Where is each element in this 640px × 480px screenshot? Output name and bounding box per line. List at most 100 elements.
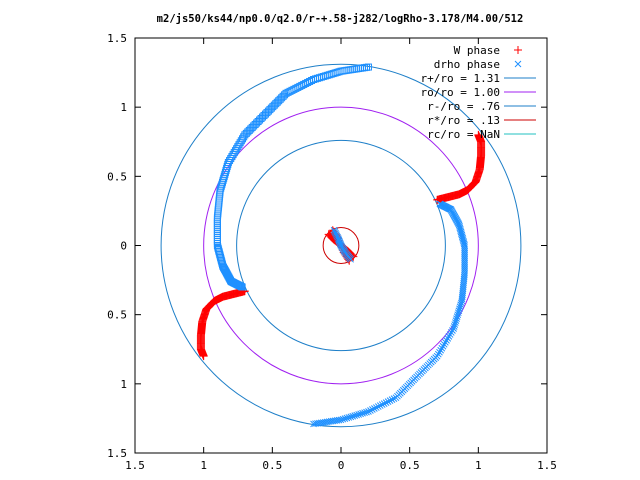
drho-phase-point: [451, 321, 459, 328]
drho-phase-point: [214, 212, 222, 220]
drho-phase-point: [215, 198, 223, 206]
y-tick-label: 0.5: [107, 170, 127, 183]
chart-title: m2/js50/ks44/np0.0/q2.0/r-+.58-j282/logR…: [157, 13, 524, 25]
drho-phase-point: [233, 145, 241, 153]
reference-circle: [236, 139, 446, 352]
drho-phase-point: [228, 153, 236, 161]
drho-phase-point: [213, 226, 221, 234]
drho-phase-point: [349, 412, 357, 420]
drho-phase-point: [229, 151, 237, 159]
w-phase-point: [199, 352, 208, 361]
drho-phase-point: [213, 230, 221, 238]
drho-phase-point: [367, 407, 374, 414]
drho-phase-point: [445, 333, 453, 340]
drho-phase-point: [341, 415, 349, 422]
drho-phase-point: [365, 408, 372, 415]
drho-phase-point: [453, 315, 460, 322]
drho-phase-point: [214, 206, 222, 214]
drho-phase-point: [214, 210, 222, 218]
x-tick-label: 0: [338, 459, 345, 472]
drho-phase-point: [364, 63, 372, 71]
drho-phase-point: [392, 394, 400, 402]
drho-phase-point: [213, 228, 221, 236]
drho-phase-point: [214, 208, 222, 216]
drho-phase-point: [374, 403, 382, 410]
drho-phase-point: [216, 192, 224, 200]
drho-phase-point: [312, 420, 319, 428]
drho-phase-point: [458, 295, 466, 303]
drho-phase-point: [372, 404, 380, 411]
drho-phase-point: [226, 157, 234, 165]
drho-phase-point: [355, 411, 363, 418]
drho-phase-point: [442, 338, 449, 346]
phase-points: [196, 63, 486, 428]
drho-phase-point: [343, 414, 351, 422]
drho-phase-point: [452, 317, 460, 324]
legend-marker: [514, 60, 522, 68]
drho-phase-point: [447, 329, 455, 336]
y-tick-label: 1: [120, 378, 127, 391]
y-tick-label: 1.5: [107, 447, 127, 460]
drho-phase-point: [380, 400, 388, 407]
drho-phase-point: [224, 159, 232, 166]
drho-phase-point: [227, 155, 235, 163]
legend-marker: [514, 46, 522, 54]
drho-phase-point: [339, 415, 347, 423]
drho-phase-point: [449, 327, 456, 334]
drho-phase-point: [213, 222, 221, 230]
drho-phase-point: [236, 139, 244, 147]
drho-phase-point: [215, 200, 223, 208]
drho-phase-point: [363, 408, 370, 416]
drho-phase-point: [388, 396, 396, 403]
drho-phase-point: [213, 224, 221, 232]
drho-phase-point: [213, 214, 221, 222]
legend-label: r*/ro = .13: [427, 114, 500, 127]
drho-phase-point: [234, 143, 242, 151]
drho-phase-point: [347, 255, 354, 263]
drho-phase-point: [438, 344, 446, 352]
drho-phase-point: [443, 337, 450, 344]
drho-phase-point: [353, 411, 361, 419]
drho-phase-point: [378, 401, 386, 408]
drho-phase-point: [213, 220, 221, 228]
drho-phase-point: [345, 414, 353, 421]
legend-label: r+/ro = 1.31: [421, 72, 500, 85]
drho-phase-point: [370, 405, 378, 412]
legend-label: W phase: [454, 44, 500, 57]
drho-phase-point: [452, 319, 459, 326]
legend-label: r-/ro = .76: [427, 100, 500, 113]
y-tick-label: 1: [120, 101, 127, 114]
reference-circle: [203, 106, 479, 385]
drho-phase-point: [454, 309, 462, 317]
legend-label: drho phase: [434, 58, 500, 71]
x-tick-label: 0.5: [400, 459, 420, 472]
legend-label: rc/ro = NaN: [427, 128, 500, 141]
reference-circle: [322, 227, 360, 264]
x-tick-label: 1.5: [125, 459, 145, 472]
drho-phase-point: [361, 409, 368, 417]
drho-phase-point: [357, 410, 364, 418]
drho-phase-point: [384, 398, 392, 405]
drho-phase-point: [456, 305, 463, 313]
x-tick-label: 1.5: [537, 459, 557, 472]
drho-phase-point: [434, 350, 442, 358]
drho-phase-point: [446, 331, 454, 338]
drho-phase-point: [457, 301, 465, 309]
legend-label: ro/ro = 1.00: [421, 86, 500, 99]
drho-phase-point: [214, 204, 222, 212]
drho-phase-point: [235, 141, 243, 149]
drho-phase-point: [454, 311, 462, 319]
drho-phase-point: [213, 234, 221, 242]
drho-phase-point: [457, 299, 465, 307]
drho-phase-point: [230, 149, 238, 157]
drho-phase-point: [213, 218, 221, 226]
drho-phase-point: [215, 194, 223, 202]
reference-circles: [160, 63, 522, 428]
drho-phase-point: [239, 135, 247, 143]
drho-phase-point: [390, 395, 398, 403]
drho-phase-point: [213, 216, 221, 224]
y-tick-label: 0: [120, 240, 127, 253]
